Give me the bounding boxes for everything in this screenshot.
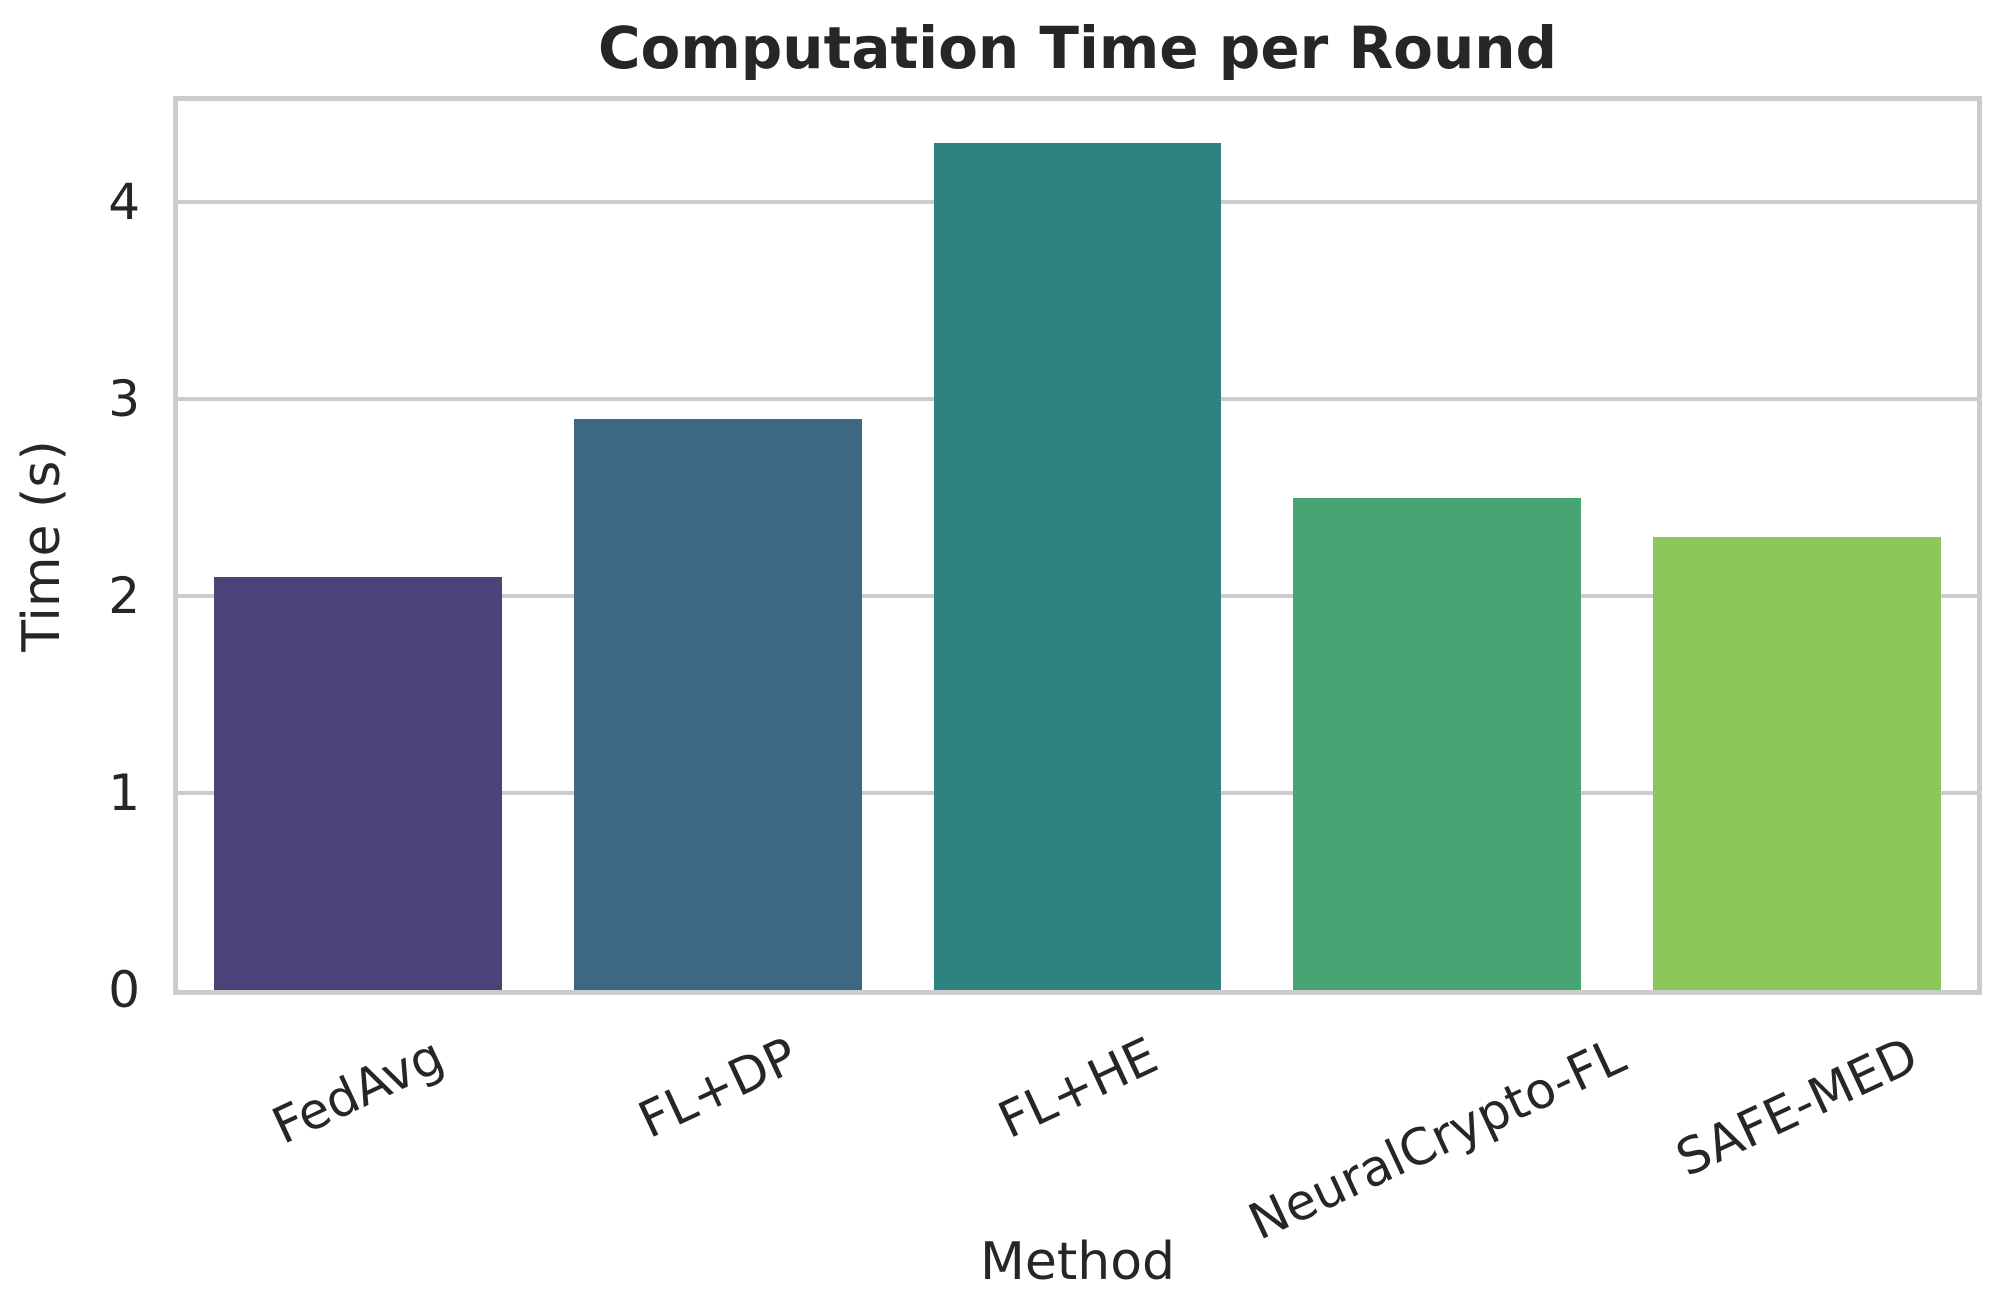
bar-fl-he: [933, 143, 1222, 990]
bar-safe-med: [1653, 537, 1941, 990]
bar-fedavg: [213, 576, 502, 990]
bar-neuralcrypto-fl: [1293, 497, 1582, 990]
y-tick-label-0: 0: [108, 961, 140, 1019]
x-tick-label-safe-med: SAFE-MED: [1667, 1026, 1927, 1189]
chart-title: Computation Time per Round: [597, 14, 1558, 82]
x-tick-label-fedavg: FedAvg: [263, 1026, 453, 1156]
y-tick-label-4: 4: [108, 173, 140, 232]
x-axis-label: Method: [979, 1232, 1176, 1292]
bar-fl-dp: [573, 418, 862, 990]
x-tick-label-fl-dp: FL+DP: [629, 1026, 806, 1150]
y-tick-label-1: 1: [108, 764, 140, 823]
y-axis-label: Time (s): [12, 439, 72, 652]
y-tick-label-2: 2: [108, 567, 140, 626]
x-tick-label-fl-he: FL+HE: [989, 1026, 1166, 1150]
y-tick-label-3: 3: [108, 370, 140, 429]
x-tick-label-neuralcrypto-fl: NeuralCrypto-FL: [1240, 1026, 1635, 1252]
